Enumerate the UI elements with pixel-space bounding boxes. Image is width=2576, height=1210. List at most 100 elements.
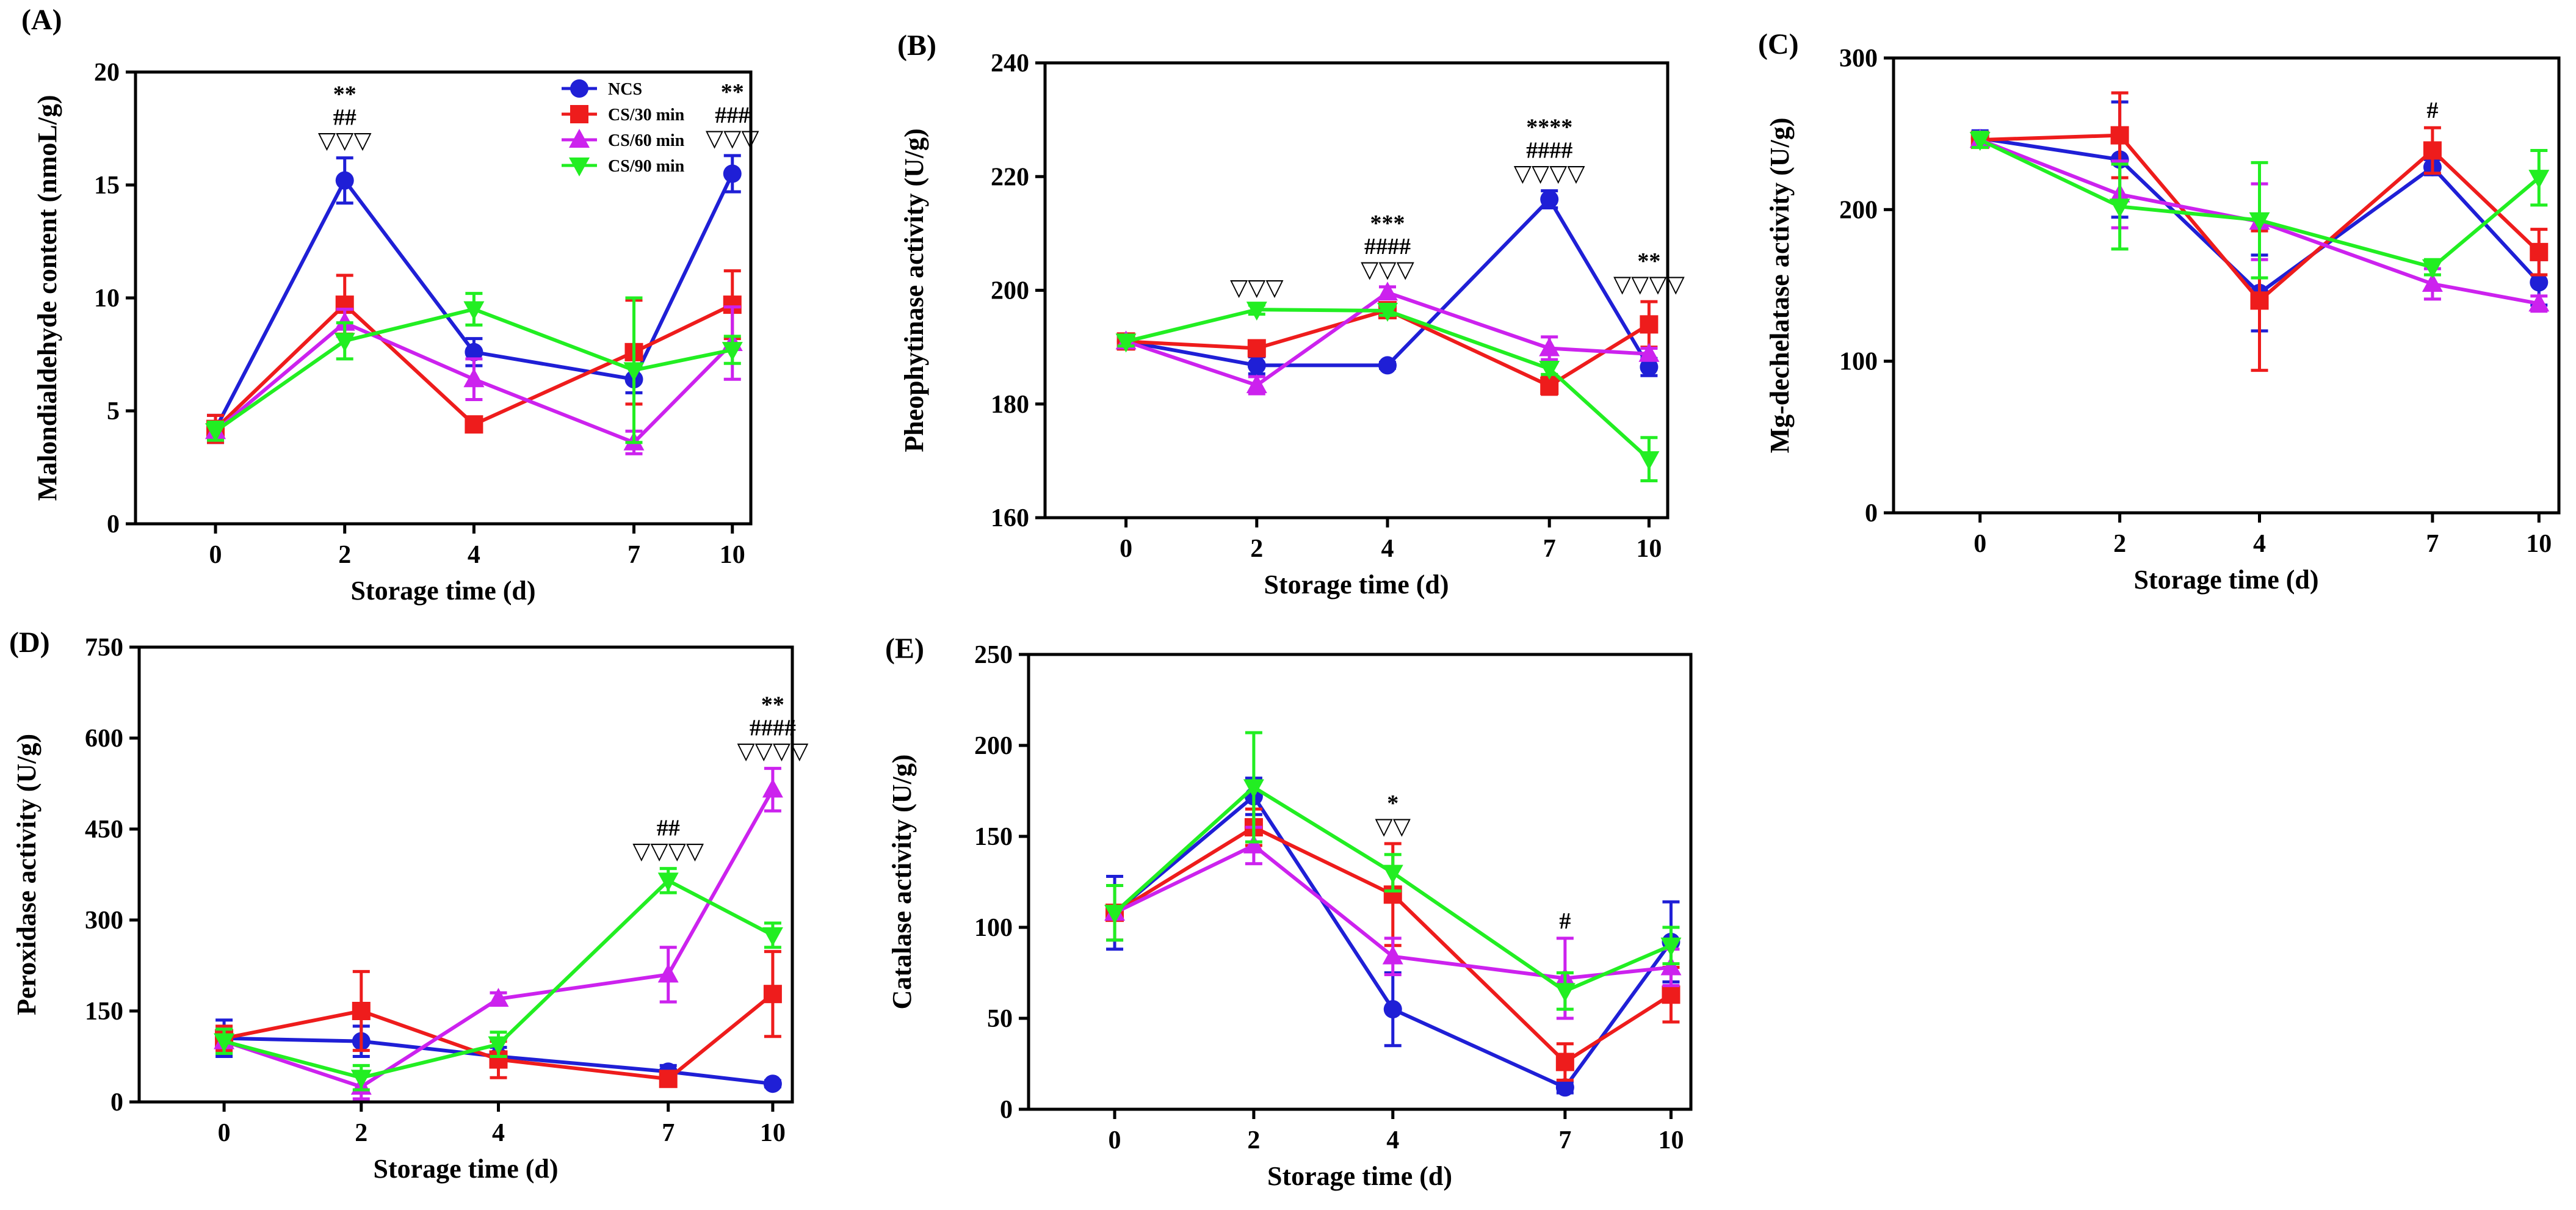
data-point bbox=[1247, 339, 1266, 358]
significance-annotation: ## bbox=[333, 105, 356, 131]
data-point bbox=[762, 778, 783, 798]
data-point bbox=[1243, 834, 1264, 853]
data-point bbox=[2528, 170, 2550, 189]
panel-label: (E) bbox=[885, 632, 924, 665]
legend-item: CS/60 min bbox=[562, 129, 685, 150]
data-point bbox=[1243, 779, 1264, 799]
significance-annotation: ▽▽▽ bbox=[1361, 257, 1414, 283]
x-axis-title: Storage time (d) bbox=[373, 1154, 558, 1184]
data-point bbox=[1640, 315, 1659, 334]
x-axis-title: Storage time (d) bbox=[350, 576, 535, 606]
y-tick-label: 150 bbox=[974, 823, 1013, 851]
data-point bbox=[1554, 983, 1576, 1002]
significance-annotation: ▽▽▽▽ bbox=[1514, 161, 1586, 187]
y-axis-title: Mg-dechelatase activity (U/g) bbox=[1765, 118, 1795, 454]
x-tick-label: 0 bbox=[218, 1119, 231, 1147]
significance-annotation: ▽▽▽ bbox=[1230, 275, 1284, 301]
y-tick-label: 50 bbox=[987, 1005, 1013, 1033]
significance-annotation: ▽▽▽ bbox=[318, 128, 372, 154]
data-point bbox=[350, 1070, 372, 1089]
x-tick-label: 10 bbox=[1658, 1126, 1684, 1154]
y-tick-label: 450 bbox=[85, 816, 123, 844]
x-tick-label: 0 bbox=[1109, 1126, 1121, 1154]
significance-annotation: ** bbox=[761, 692, 784, 718]
x-tick-label: 7 bbox=[2426, 530, 2439, 558]
legend-marker bbox=[570, 105, 588, 123]
plot-frame bbox=[1043, 61, 1670, 520]
data-point bbox=[1662, 985, 1681, 1004]
data-point bbox=[1377, 281, 1398, 301]
y-tick-label: 0 bbox=[110, 1089, 123, 1117]
panel-b: (B) 160 180 200 220 240 0 2 4 7 10 Storage time (d)… bbox=[897, 29, 1685, 600]
data-point bbox=[1378, 356, 1397, 375]
y-tick-label: 200 bbox=[1839, 196, 1878, 224]
data-point bbox=[2110, 126, 2129, 145]
x-tick-label: 2 bbox=[1250, 535, 1263, 563]
series-cs-30-min bbox=[215, 950, 782, 1089]
x-tick-label: 0 bbox=[209, 541, 222, 569]
x-tick-label: 10 bbox=[2526, 530, 2552, 558]
legend-label: CS/90 min bbox=[608, 157, 685, 176]
y-tick-label: 10 bbox=[94, 284, 120, 313]
y-axis-title: Malondialdehyde content (nmoL/g) bbox=[32, 95, 62, 501]
y-tick-label: 100 bbox=[974, 914, 1013, 942]
data-point bbox=[205, 423, 226, 443]
x-tick-label: 4 bbox=[1381, 535, 1394, 563]
data-point bbox=[763, 1074, 782, 1093]
panel-label: (D) bbox=[9, 626, 50, 659]
significance-annotation: #### bbox=[750, 715, 796, 741]
data-point bbox=[1382, 945, 1403, 965]
y-tick-label: 0 bbox=[107, 510, 120, 538]
data-point bbox=[1539, 337, 1560, 357]
significance-annotation: ** bbox=[1637, 248, 1660, 274]
data-point bbox=[1969, 132, 1991, 151]
data-point bbox=[1640, 358, 1659, 377]
y-tick-label: 250 bbox=[974, 641, 1013, 669]
y-axis-title: Peroxidase activity (U/g) bbox=[12, 734, 42, 1015]
legend-item: NCS bbox=[562, 79, 642, 99]
significance-annotation: * bbox=[1387, 791, 1398, 816]
data-point bbox=[2250, 291, 2269, 310]
data-point bbox=[1104, 905, 1126, 924]
data-point bbox=[1377, 303, 1398, 322]
x-tick-label: 2 bbox=[2113, 530, 2126, 558]
significance-annotation: # bbox=[1559, 908, 1571, 934]
significance-annotation: ▽▽▽ bbox=[706, 126, 759, 151]
data-point bbox=[2530, 273, 2549, 292]
data-point bbox=[657, 872, 679, 892]
significance-annotation: ## bbox=[657, 816, 680, 841]
y-tick-label: 0 bbox=[1000, 1096, 1013, 1124]
series-cs-60-min bbox=[1115, 281, 1660, 396]
significance-annotation: #### bbox=[1526, 138, 1572, 164]
panel-label: (A) bbox=[21, 4, 62, 36]
x-axis-title: Storage time (d) bbox=[2133, 565, 2318, 595]
x-tick-label: 10 bbox=[1636, 535, 1662, 563]
series-cs-90-min bbox=[214, 867, 783, 1092]
data-point bbox=[1115, 333, 1137, 353]
series-cs-90-min bbox=[1969, 131, 2550, 280]
data-point bbox=[1540, 190, 1559, 209]
y-tick-label: 160 bbox=[991, 504, 1029, 532]
x-tick-label: 4 bbox=[492, 1119, 505, 1147]
x-tick-label: 2 bbox=[338, 541, 351, 569]
y-tick-label: 5 bbox=[107, 397, 120, 426]
data-point bbox=[1638, 451, 1660, 471]
data-point bbox=[722, 342, 743, 361]
data-point bbox=[2528, 292, 2550, 312]
data-point bbox=[1539, 361, 1560, 380]
y-tick-label: 15 bbox=[94, 172, 120, 200]
data-point bbox=[1660, 937, 1682, 957]
data-point bbox=[465, 342, 483, 361]
data-point bbox=[2422, 259, 2443, 278]
y-tick-label: 20 bbox=[94, 59, 120, 87]
significance-annotation: ▽▽▽▽ bbox=[632, 839, 704, 864]
significance-annotation: **** bbox=[1526, 115, 1572, 140]
data-point bbox=[657, 963, 679, 983]
y-tick-label: 0 bbox=[1865, 499, 1878, 527]
x-tick-label: 4 bbox=[2253, 530, 2266, 558]
significance-annotation: ** bbox=[333, 82, 356, 107]
y-tick-label: 100 bbox=[1839, 348, 1878, 376]
data-point bbox=[465, 415, 483, 434]
significance-annotation: # bbox=[2426, 98, 2438, 123]
